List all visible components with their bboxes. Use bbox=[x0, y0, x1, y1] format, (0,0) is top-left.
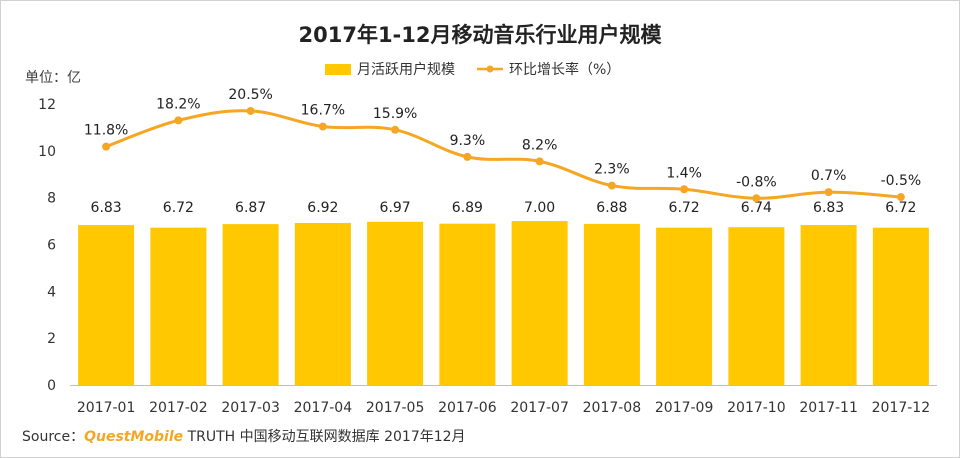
bar-value-label: 6.74 bbox=[741, 200, 772, 216]
x-tick-label: 2017-06 bbox=[438, 400, 497, 416]
x-tick-label: 2017-10 bbox=[727, 400, 786, 416]
bar bbox=[150, 227, 207, 385]
legend-bar-swatch bbox=[325, 63, 351, 75]
growth-rate-point bbox=[680, 185, 689, 194]
bar bbox=[800, 225, 857, 385]
growth-rate-label: 9.3% bbox=[450, 133, 486, 149]
bar bbox=[511, 221, 568, 385]
growth-rate-point bbox=[102, 142, 111, 151]
x-tick-label: 2017-07 bbox=[510, 400, 569, 416]
legend-line-label: 环比增长率（%） bbox=[509, 62, 621, 78]
growth-rate-label: 0.7% bbox=[811, 168, 847, 184]
growth-rate-point bbox=[246, 106, 255, 115]
legend-line-swatch bbox=[477, 65, 503, 73]
bar-value-label: 6.92 bbox=[307, 200, 338, 216]
x-tick-label: 2017-12 bbox=[872, 400, 931, 416]
growth-rate-line bbox=[105, 109, 901, 200]
bar bbox=[367, 221, 424, 385]
bar-value-label: 6.88 bbox=[596, 200, 627, 216]
legend-item-bar: 月活跃用户规模 bbox=[325, 59, 455, 79]
growth-rate-point bbox=[607, 181, 616, 190]
bar bbox=[872, 227, 929, 385]
bar bbox=[583, 223, 640, 385]
bar-value-label: 6.87 bbox=[235, 200, 266, 216]
growth-rate-point bbox=[824, 188, 833, 197]
growth-rate-label: -0.5% bbox=[881, 173, 922, 189]
x-tick-label: 2017-01 bbox=[77, 400, 136, 416]
bar-value-label: 6.83 bbox=[91, 200, 122, 216]
source-suffix: TRUTH 中国移动互联网数据库 2017年12月 bbox=[183, 429, 466, 445]
legend-bar-label: 月活跃用户规模 bbox=[357, 62, 455, 78]
y-tick-label: 4 bbox=[47, 284, 56, 300]
bar-value-label: 6.89 bbox=[452, 200, 483, 216]
growth-rate-point bbox=[535, 157, 544, 166]
growth-rate-point bbox=[896, 193, 905, 202]
x-tick-label: 2017-05 bbox=[366, 400, 425, 416]
growth-rate-label: 20.5% bbox=[228, 87, 272, 103]
y-tick-label: 2 bbox=[47, 331, 56, 347]
y-tick-label: 0 bbox=[47, 378, 56, 394]
bar bbox=[439, 223, 496, 385]
bar bbox=[294, 222, 351, 385]
legend-item-line: 环比增长率（%） bbox=[477, 59, 620, 79]
bar bbox=[728, 227, 785, 385]
bar bbox=[78, 225, 135, 385]
growth-rate-label: 11.8% bbox=[84, 123, 128, 139]
growth-rate-point bbox=[463, 152, 472, 161]
bar-value-label: 6.72 bbox=[885, 200, 916, 216]
growth-rate-label: 15.9% bbox=[373, 106, 417, 122]
x-tick-label: 2017-02 bbox=[149, 400, 208, 416]
chart-legend: 月活跃用户规模 环比增长率（%） bbox=[325, 59, 642, 79]
growth-rate-point bbox=[752, 194, 761, 203]
x-tick-label: 2017-08 bbox=[583, 400, 642, 416]
growth-rate-point bbox=[318, 122, 327, 131]
bar-value-label: 6.72 bbox=[669, 200, 700, 216]
y-tick-label: 6 bbox=[47, 238, 56, 254]
y-axis-unit-label: 单位：亿 bbox=[25, 70, 81, 86]
y-tick-label: 10 bbox=[38, 144, 56, 160]
chart-title: 2017年1-12月移动音乐行业用户规模 bbox=[298, 23, 662, 47]
x-tick-label: 2017-09 bbox=[655, 400, 714, 416]
source-brand: QuestMobile bbox=[84, 429, 184, 445]
growth-rate-label: 16.7% bbox=[301, 103, 345, 119]
y-tick-label: 8 bbox=[47, 191, 56, 207]
bar-value-label: 7.00 bbox=[524, 200, 555, 216]
source-prefix: Source： bbox=[22, 429, 85, 445]
growth-rate-label: 2.3% bbox=[594, 162, 630, 178]
bar-value-label: 6.83 bbox=[813, 200, 844, 216]
growth-rate-label: -0.8% bbox=[736, 174, 777, 190]
growth-rate-label: 8.2% bbox=[522, 137, 558, 153]
growth-rate-label: 1.4% bbox=[666, 165, 702, 181]
y-tick-label: 12 bbox=[38, 97, 56, 113]
x-tick-label: 2017-04 bbox=[294, 400, 353, 416]
bar-value-label: 6.97 bbox=[380, 200, 411, 216]
x-tick-label: 2017-11 bbox=[799, 400, 858, 416]
source-note: Source：QuestMobile TRUTH 中国移动互联网数据库 2017… bbox=[22, 426, 466, 446]
growth-rate-point bbox=[391, 125, 400, 134]
x-tick-label: 2017-03 bbox=[221, 400, 280, 416]
growth-rate-label: 18.2% bbox=[156, 96, 200, 112]
bar-value-label: 6.72 bbox=[163, 200, 194, 216]
growth-rate-point bbox=[174, 116, 183, 125]
bar bbox=[656, 227, 713, 385]
bar bbox=[222, 224, 279, 385]
